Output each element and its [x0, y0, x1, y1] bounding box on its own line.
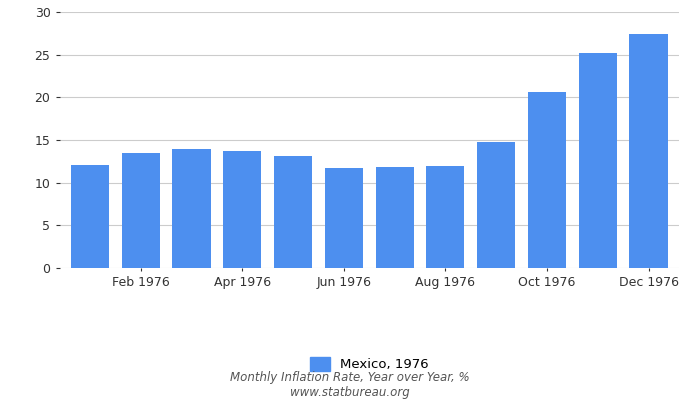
- Legend: Mexico, 1976: Mexico, 1976: [304, 352, 434, 377]
- Bar: [477, 142, 515, 268]
- Bar: [629, 34, 668, 268]
- Bar: [579, 53, 617, 268]
- Bar: [528, 92, 566, 268]
- Bar: [325, 168, 363, 268]
- Text: Monthly Inflation Rate, Year over Year, %: Monthly Inflation Rate, Year over Year, …: [230, 372, 470, 384]
- Bar: [122, 153, 160, 268]
- Bar: [71, 165, 109, 268]
- Bar: [274, 156, 312, 268]
- Text: www.statbureau.org: www.statbureau.org: [290, 386, 410, 399]
- Bar: [172, 149, 211, 268]
- Bar: [426, 166, 465, 268]
- Bar: [223, 151, 261, 268]
- Bar: [376, 167, 414, 268]
